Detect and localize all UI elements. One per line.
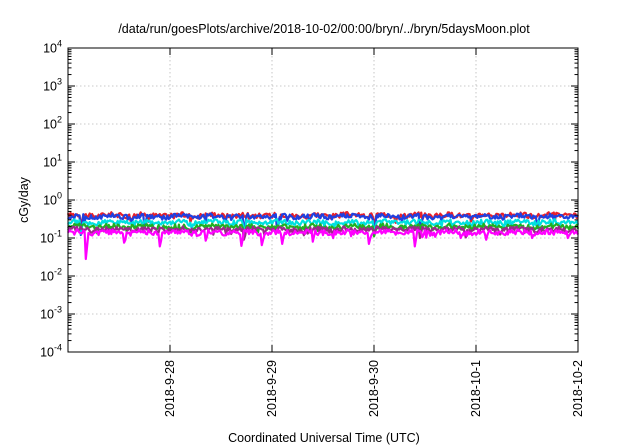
y-tick-label: 100 (43, 191, 62, 208)
y-tick-label: 104 (43, 39, 62, 56)
y-tick-label: 10-1 (40, 229, 62, 246)
y-tick-label: 103 (43, 77, 62, 94)
y-tick-label: 10-3 (40, 305, 62, 322)
x-tick-label: 2018-9-30 (367, 360, 381, 417)
series-line-5 (67, 225, 579, 241)
chart-title: /data/run/goesPlots/archive/2018-10-02/0… (118, 22, 530, 36)
x-tick-label: 2018-10-1 (469, 360, 483, 417)
x-axis-label: Coordinated Universal Time (UTC) (228, 431, 420, 445)
y-tick-label: 10-4 (40, 343, 62, 360)
x-ticks: 2018-9-28 2018-9-29 2018-9-30 2018-10-1 2018… (163, 48, 585, 417)
series-line-2 (67, 212, 579, 237)
series-group (66, 211, 580, 261)
x-tick-label: 2018-10-2 (571, 360, 585, 417)
grid (68, 48, 578, 352)
x-tick-label: 2018-9-28 (163, 360, 177, 417)
y-axis-label: cGy/day (17, 176, 31, 223)
y-ticks: 10-4 10-3 10-2 10-1 100 101 102 103 104 (40, 39, 578, 360)
x-tick-label: 2018-9-29 (265, 360, 279, 417)
y-tick-label: 10-2 (40, 267, 62, 284)
y-tick-label: 102 (43, 115, 62, 132)
y-tick-label: 101 (43, 153, 62, 170)
series-line-6 (67, 228, 579, 261)
